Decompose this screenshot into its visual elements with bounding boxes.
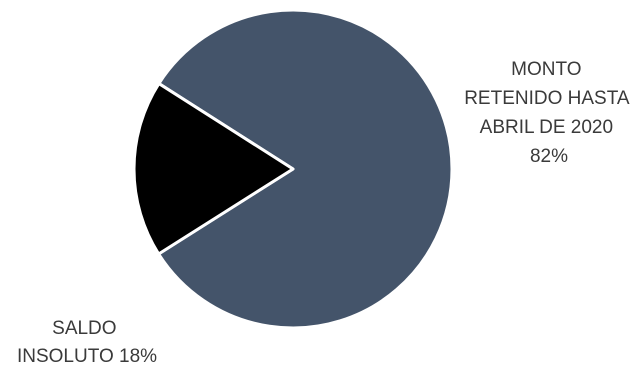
slice-label-line: RETENIDO HASTA (464, 88, 630, 109)
slice-saldo-insoluto (132, 82, 295, 256)
slice-monto-retenido (157, 8, 454, 330)
slice-label-saldo-insoluto: SALDO INSOLUTO 18% (17, 318, 157, 366)
pie-slices (132, 8, 454, 330)
slice-label-line: 82% (530, 146, 568, 167)
slice-label-line: SALDO (52, 318, 116, 339)
slice-label-line: ABRIL DE 2020 (480, 117, 613, 138)
slice-label-line: MONTO (511, 59, 581, 80)
slice-label-monto-retenido: MONTO RETENIDO HASTA ABRIL DE 2020 82% (464, 59, 634, 167)
slice-label-line: INSOLUTO 18% (17, 346, 157, 366)
